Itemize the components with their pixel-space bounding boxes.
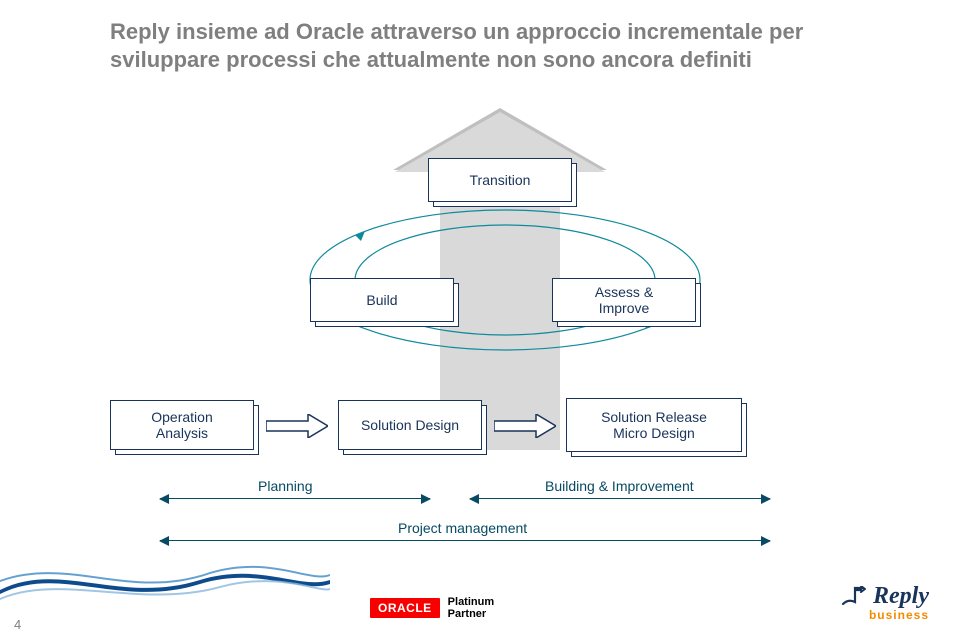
range-planning-line <box>160 498 430 499</box>
range-building-line <box>470 498 770 499</box>
build-label: Build <box>366 292 397 308</box>
solution-release-line-2: Micro Design <box>613 425 695 441</box>
transition-box: Transition <box>428 158 572 202</box>
operation-box: Operation Analysis <box>110 400 254 450</box>
reply-text: Reply <box>873 583 929 610</box>
solution-release-box: Solution Release Micro Design <box>566 398 742 452</box>
transition-label: Transition <box>470 172 531 188</box>
range-planning-label: Planning <box>258 478 313 494</box>
solution-release-line-1: Solution Release <box>601 409 707 425</box>
slide: Reply insieme ad Oracle attraverso un ap… <box>0 0 959 640</box>
reply-logo-main: Reply <box>841 583 929 610</box>
range-project-label: Project management <box>398 520 527 536</box>
operation-line-2: Analysis <box>156 425 208 441</box>
oracle-logo: ORACLE <box>370 598 440 618</box>
oracle-partner: Partner <box>448 608 487 620</box>
operation-line-1: Operation <box>151 409 212 425</box>
cycle-ellipses <box>295 185 715 355</box>
solution-design-label: Solution Design <box>361 417 459 433</box>
page-number: 4 <box>14 617 21 632</box>
oracle-partner-badge: ORACLE Platinum Partner <box>370 596 494 620</box>
title-line-1: Reply insieme ad Oracle attraverso un ap… <box>110 19 803 44</box>
flow-arrow-1 <box>266 414 328 438</box>
solution-design-box: Solution Design <box>338 400 482 450</box>
title-line-2: sviluppare processi che attualmente non … <box>110 47 752 72</box>
oracle-tier: Platinum <box>448 596 494 608</box>
reply-sub-text: business <box>841 608 929 622</box>
assess-line-1: Assess & <box>595 284 653 300</box>
range-project-line <box>160 540 770 541</box>
footer-wave <box>0 550 330 610</box>
assess-box: Assess & Improve <box>552 278 696 322</box>
range-building-label: Building & Improvement <box>545 478 694 494</box>
build-box: Build <box>310 278 454 322</box>
slide-title: Reply insieme ad Oracle attraverso un ap… <box>110 18 919 73</box>
flow-arrow-2 <box>494 414 556 438</box>
reply-logo: Reply business <box>841 583 929 622</box>
reply-swoosh-icon <box>841 586 867 608</box>
oracle-tier-text: Platinum Partner <box>448 596 494 620</box>
assess-line-2: Improve <box>599 300 650 316</box>
